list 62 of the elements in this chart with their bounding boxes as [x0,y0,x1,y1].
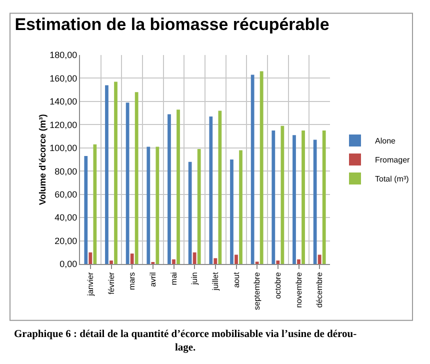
bar [172,259,176,264]
bar [156,146,160,264]
bar [218,110,222,264]
chart-title: Estimation de la biomasse récupérable [14,15,330,34]
x-tick-label: janvier [86,272,96,297]
y-axis-title: Volume d’écorce (m³) [38,114,48,205]
bar [176,110,180,264]
bar [134,92,138,264]
bar [146,146,150,264]
bar [209,116,213,264]
legend-label: Total (m³) [375,174,410,184]
bar [234,254,238,264]
y-tick-label: 140,00 [50,96,78,107]
x-tick-label: juin [190,272,200,286]
x-tick-label: juillet [211,271,220,292]
legend-label: Alone [375,136,396,146]
y-tick-label: 100,00 [50,143,78,154]
legend-label: Fromager [375,156,410,165]
bar [105,85,108,264]
bar [197,149,201,264]
bar [126,102,130,264]
bar [239,150,242,264]
bar [168,114,171,264]
bar [230,160,234,264]
y-tick-label: 180,00 [50,50,78,60]
y-tick-label: 0,00 [60,259,78,270]
bar [114,82,118,264]
bar [260,71,264,264]
bar [272,130,276,264]
y-tick-label: 120,00 [50,120,78,130]
bar [110,260,113,264]
y-tick-label: 160,00 [50,73,78,84]
x-tick-label: septembre [252,272,262,310]
x-tick-label: février [106,272,116,294]
x-tick-label: décembre [315,272,324,308]
bar [297,259,300,264]
y-tick-label: 40,00 [54,212,78,223]
bar [318,254,322,264]
bar [88,252,92,264]
bar [214,258,218,264]
y-tick-label: 60,00 [54,189,78,200]
bar [276,260,280,264]
bar [280,126,284,264]
bar [322,130,326,264]
x-tick-label: aout [232,271,241,288]
bar [130,254,134,264]
bar [292,135,296,264]
bar [93,144,97,264]
bar [192,252,196,264]
bar [84,156,88,264]
x-tick-label: octobre [274,272,283,299]
bar [188,162,192,264]
y-tick-label: 80,00 [54,166,78,176]
bar [313,140,317,264]
y-tick-label: 20,00 [54,236,78,246]
bar [302,130,305,264]
x-tick-label: avril [148,272,158,287]
text: Graphique 6 : détail de la quantité d’écorce mobilisable via l’usine de dérou- lage. [14,329,358,354]
bar [250,74,254,264]
x-tick-label: mars [128,272,137,290]
x-tick-label: mai [169,272,178,286]
x-tick-label: novembre [294,272,304,308]
